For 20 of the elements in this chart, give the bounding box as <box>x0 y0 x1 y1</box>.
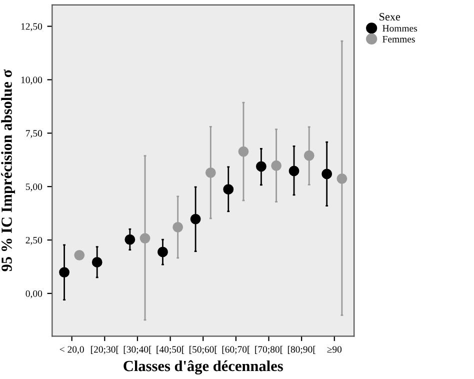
x-tick-label: [20;30[ <box>91 346 119 354</box>
y-tick-label: 5,00 <box>26 183 42 192</box>
y-tick-label: 10,00 <box>21 76 42 85</box>
x-tick-label: [30;40[ <box>124 346 152 354</box>
legend-label: Femmes <box>382 36 415 42</box>
x-tick-label: < 20,0 <box>60 346 84 354</box>
x-axis-title: Classes d'âge décennales <box>124 360 283 374</box>
x-tick-label: [60;70[ <box>222 346 250 354</box>
x-tick-label: [70;80[ <box>255 346 283 354</box>
x-tick-label: [80;90[ <box>288 346 316 354</box>
y-tick-label: 12,50 <box>21 23 42 32</box>
y-tick-label: 0,00 <box>26 290 42 298</box>
legend-label: Hommes <box>382 25 418 32</box>
y-tick-label: 2,50 <box>26 236 42 245</box>
legend-title: Sexe <box>380 13 400 21</box>
x-tick-label: [50;60[ <box>190 346 218 354</box>
x-tick-label: ≥90 <box>327 346 342 353</box>
x-tick-label: [40;50[ <box>156 346 184 354</box>
y-tick-label: 7,50 <box>26 130 42 138</box>
y-axis-title: 95 % IC Imprécision absolue σ <box>1 70 15 272</box>
